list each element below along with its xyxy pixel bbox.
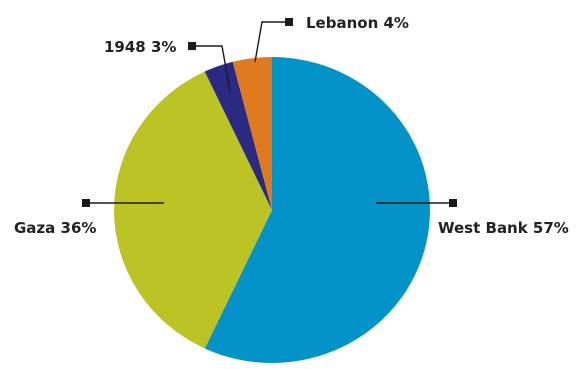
- pie-slice-west-bank: [204, 57, 430, 364]
- slice-label-gaza: Gaza 36%: [14, 219, 96, 237]
- leader-1948: [188, 42, 231, 92]
- slice-label-lebanon: Lebanon 4%: [306, 14, 409, 32]
- pie-slice-gaza: [113, 71, 272, 349]
- leader-lebanon: [254, 18, 293, 63]
- pie-slice-1948: [204, 61, 272, 211]
- pie-slice-lebanon: [232, 57, 272, 210]
- leader-gaza: [82, 199, 164, 207]
- leader-west-bank: [376, 199, 457, 207]
- slice-label-west-bank: West Bank 57%: [438, 219, 569, 237]
- pie-slices: [113, 57, 430, 364]
- slice-label-1948: 1948 3%: [104, 38, 176, 56]
